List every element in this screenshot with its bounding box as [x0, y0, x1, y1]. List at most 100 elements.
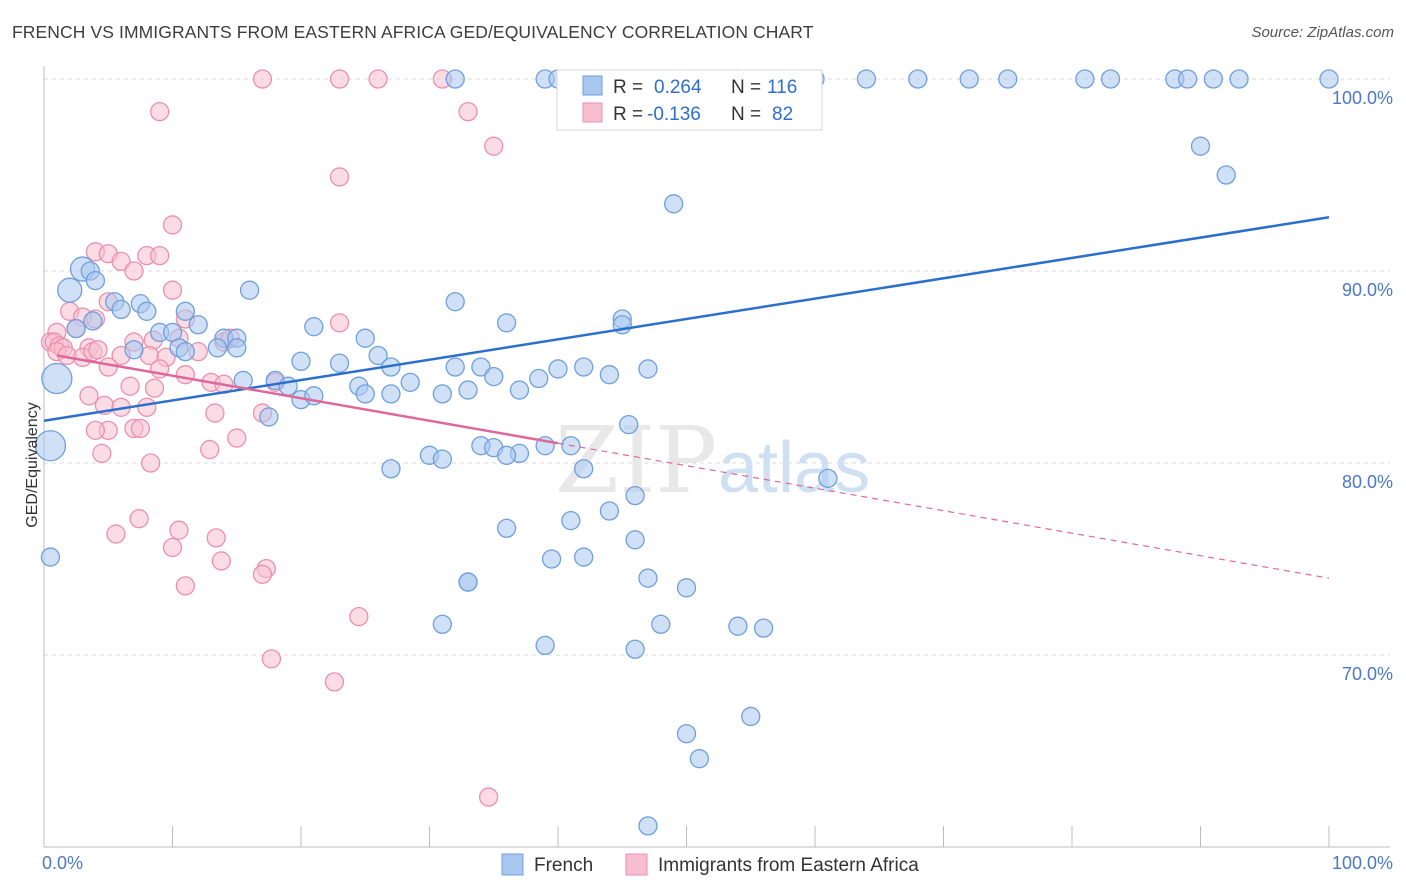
french-point: [599, 365, 620, 385]
immigrant-point: [120, 376, 140, 396]
y-tick-label: 70.0%: [1342, 664, 1393, 684]
french-point: [355, 328, 375, 348]
french-point: [741, 706, 761, 727]
french-point: [432, 449, 453, 469]
french-point: [207, 338, 228, 358]
french-point: [1203, 69, 1223, 89]
french-point: [188, 315, 208, 335]
immigrant-point: [211, 551, 231, 571]
french-point: [625, 639, 645, 659]
immigrant-point: [206, 528, 226, 548]
immigrant-point: [141, 453, 161, 473]
immigrant-point: [227, 428, 247, 448]
french-point: [329, 353, 350, 373]
immigrant-trend-extension: [557, 442, 1330, 579]
french-point: [484, 366, 504, 387]
immigrant-point: [175, 576, 196, 596]
immigrant-point: [261, 649, 282, 669]
french-point: [676, 724, 697, 744]
immigrant-point: [162, 215, 183, 235]
french-point: [57, 277, 83, 303]
french-point: [689, 749, 709, 769]
french-point: [619, 414, 639, 435]
french-point: [445, 69, 465, 89]
stats-imm-swatch: [582, 102, 603, 123]
french-point: [496, 518, 517, 538]
y-tick-label: 90.0%: [1342, 280, 1393, 300]
immigrant-point: [137, 397, 157, 417]
immigrant-point: [484, 136, 504, 156]
stats-imm-n-label: N =: [731, 104, 761, 125]
french-point: [304, 317, 324, 337]
french-point: [432, 614, 453, 634]
french-point: [445, 357, 465, 377]
french-point: [400, 372, 420, 393]
french-point: [1100, 69, 1121, 89]
immigrant-point: [205, 403, 225, 423]
french-point: [458, 380, 478, 400]
french-point: [124, 340, 144, 360]
french-point: [753, 618, 774, 638]
french-point: [368, 345, 388, 366]
immigrant-point: [478, 787, 499, 807]
y-axis-title: GED/Equivalency: [24, 402, 41, 527]
french-point: [85, 270, 106, 291]
immigrant-point: [144, 378, 165, 398]
french-point: [175, 341, 196, 362]
french-point: [239, 280, 260, 300]
immigrant-point: [329, 167, 350, 187]
y-tick-label: 100.0%: [1332, 88, 1393, 108]
french-point: [509, 380, 530, 400]
immigrant-point: [169, 520, 189, 540]
french-point: [676, 578, 697, 598]
immigrant-point: [149, 245, 170, 266]
french-point: [856, 69, 877, 89]
immigrant-point: [98, 357, 118, 377]
immigrant-point: [458, 101, 478, 122]
french-point: [1319, 69, 1339, 89]
immigrant-point: [130, 418, 151, 439]
source-label: Source: ZipAtlas.com: [1251, 24, 1394, 41]
immigrant-point: [111, 251, 131, 272]
french-point: [471, 357, 491, 377]
french-point: [496, 445, 517, 465]
french-point: [638, 568, 658, 588]
french-point: [529, 368, 549, 389]
french-point: [40, 547, 61, 567]
french-point: [908, 69, 928, 89]
french-point: [651, 614, 671, 634]
stats-french-swatch: [582, 75, 603, 96]
french-point: [175, 301, 196, 321]
watermark-atlas: atlas: [718, 428, 870, 508]
french-point: [638, 359, 658, 379]
immigrant-point: [329, 313, 350, 333]
french-point: [291, 351, 311, 371]
french-point: [1229, 69, 1249, 89]
french-point: [83, 311, 103, 331]
stats-french-r-value: 0.264: [654, 77, 702, 98]
x-tick-label: 0.0%: [42, 853, 83, 873]
legend: French Immigrants from Eastern Africa: [501, 853, 919, 876]
immigrant-point: [106, 524, 126, 544]
immigrant-point: [324, 672, 345, 692]
immigrant-trend-line: [56, 354, 559, 445]
french-point: [227, 338, 247, 358]
french-point: [625, 485, 645, 506]
immigrant-point: [368, 69, 388, 89]
french-point: [561, 510, 581, 531]
immigrant-point: [252, 564, 273, 585]
french-point: [535, 635, 555, 656]
french-point: [959, 69, 979, 89]
french-point: [41, 362, 73, 395]
french-point: [574, 459, 594, 479]
french-point: [1075, 69, 1095, 89]
immigrant-point: [252, 69, 273, 89]
french-point: [458, 572, 478, 592]
legend-french-swatch: [501, 853, 524, 876]
french-point: [638, 816, 658, 836]
immigrant-point: [85, 420, 106, 441]
x-tick-label: 100.0%: [1332, 853, 1393, 873]
french-point: [574, 547, 594, 567]
french-point: [541, 549, 562, 569]
